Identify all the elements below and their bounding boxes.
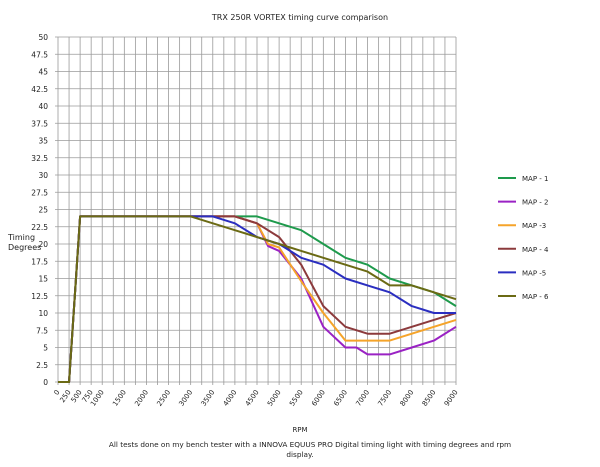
y-tick-label: 5 (43, 344, 48, 353)
series-line-6 (58, 215, 457, 383)
y-tick-label: 7.5 (36, 326, 48, 335)
legend-label: MAP - 6 (522, 293, 549, 301)
y-tick-label: 25 (38, 206, 48, 215)
y-tick-label: 17.5 (31, 257, 48, 266)
grid (55, 36, 457, 385)
x-tick-label: 5500 (288, 389, 305, 408)
y-tick-label: 30 (38, 171, 48, 180)
x-tick-label: 7000 (354, 389, 371, 408)
legend-label: MAP - 1 (522, 175, 548, 183)
caption-line2: display. (286, 450, 313, 459)
x-tick-label: 6500 (332, 389, 349, 408)
y-tick-label: 20 (38, 240, 48, 249)
y-tick-label: 27.5 (31, 188, 48, 197)
y-axis-label-line2: Degrees (8, 243, 41, 252)
y-tick-label: 10 (38, 309, 48, 318)
y-tick-label: 35 (38, 137, 48, 146)
caption-line1: All tests done on my bench tester with a… (109, 440, 511, 449)
x-tick-label: 4500 (244, 389, 261, 408)
y-tick-label: 50 (38, 33, 48, 42)
legend-label: MAP -5 (522, 269, 546, 277)
y-tick-label: 22.5 (31, 223, 48, 232)
x-tick-label: 2500 (155, 389, 172, 408)
x-tick-label: 6000 (310, 389, 327, 408)
x-tick-label: 0 (53, 389, 62, 397)
y-tick-label: 15 (38, 275, 48, 284)
y-tick-label: 12.5 (31, 292, 48, 301)
legend-label: MAP - 4 (522, 246, 549, 254)
series-lines (58, 215, 457, 383)
x-tick-label: 9000 (443, 389, 460, 408)
x-tick-label: 7500 (377, 389, 394, 408)
y-axis-ticks: 0 2.5 5 7.5 10 12.5 15 17.5 20 22.5 25 27.5 30 32.5 35… (31, 33, 48, 387)
x-tick-label: 3500 (200, 389, 217, 408)
y-tick-label: 32.5 (31, 154, 48, 163)
y-tick-label: 37.5 (31, 119, 48, 128)
y-tick-label: 45 (38, 68, 48, 77)
x-tick-label: 4000 (222, 389, 239, 408)
x-tick-label: 3000 (178, 389, 195, 408)
legend-label: MAP -3 (522, 222, 546, 230)
x-tick-label: 1500 (111, 389, 128, 408)
y-tick-label: 47.5 (31, 50, 48, 59)
y-tick-label: 0 (43, 378, 48, 387)
x-tick-label: 2000 (133, 389, 150, 408)
x-tick-label: 8500 (421, 389, 438, 408)
y-tick-label: 42.5 (31, 85, 48, 94)
chart-title: TRX 250R VORTEX timing curve comparison (211, 13, 388, 22)
y-tick-label: 40 (38, 102, 48, 111)
x-tick-label: 8000 (399, 389, 416, 408)
y-axis-label-line1: Timing (7, 233, 35, 242)
x-axis-label: RPM (292, 426, 307, 434)
x-tick-label: 5000 (266, 389, 283, 408)
legend: MAP - 1 MAP - 2 MAP -3 MAP - 4 MAP -5 MAP - 6 (498, 175, 549, 301)
y-tick-label: 2.5 (36, 361, 48, 370)
legend-label: MAP - 2 (522, 199, 548, 207)
